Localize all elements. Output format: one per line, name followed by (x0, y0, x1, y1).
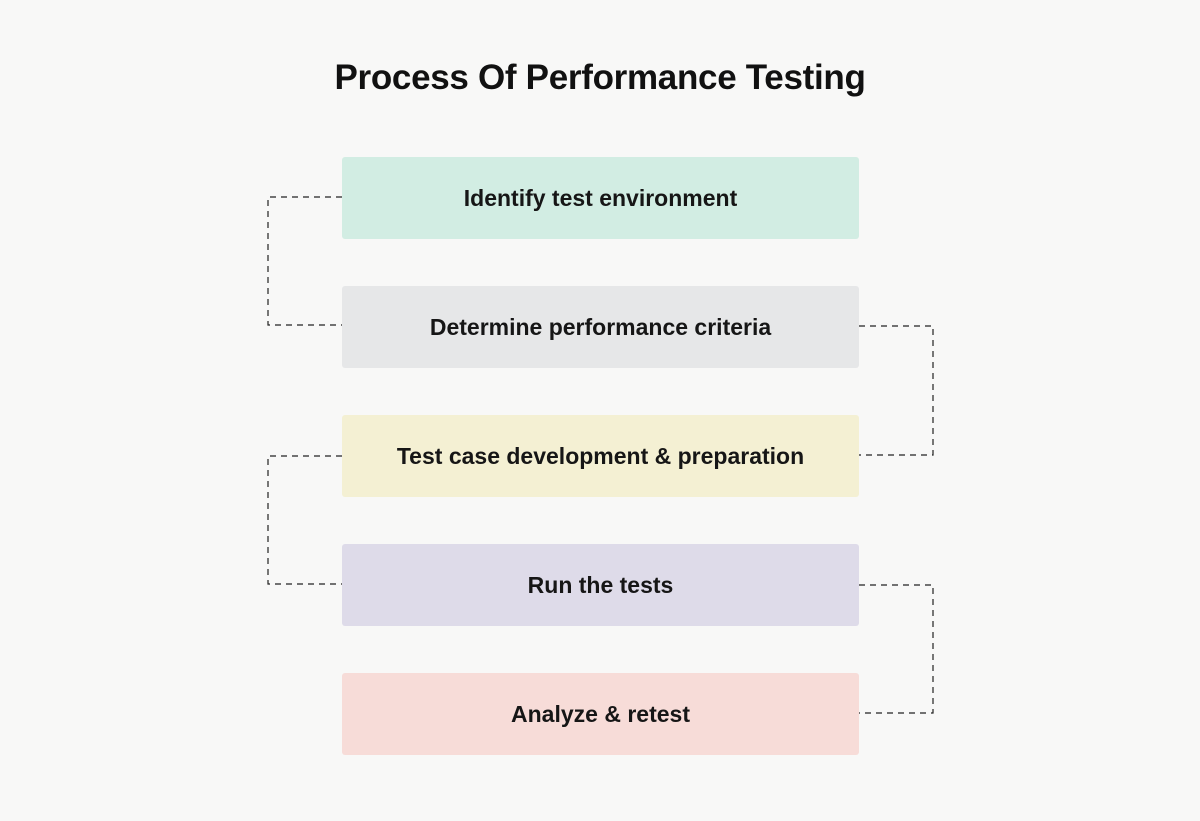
step-label: Run the tests (527, 571, 674, 598)
connector-1-2 (267, 196, 342, 326)
step-label: Determine performance criteria (429, 313, 772, 340)
step-label: Identify test environment (463, 184, 738, 211)
step-run-the-tests: Run the tests (342, 544, 859, 626)
connector-4-5 (859, 584, 934, 714)
step-identify-test-environment: Identify test environment (342, 157, 859, 239)
step-label: Test case development & preparation (396, 442, 805, 469)
diagram-title: Process Of Performance Testing (334, 58, 866, 97)
connector-3-4 (267, 455, 342, 585)
connector-2-3 (859, 325, 934, 456)
step-label: Analyze & retest (511, 700, 690, 727)
step-determine-performance-criteria: Determine performance criteria (342, 286, 859, 368)
step-analyze-retest: Analyze & retest (342, 673, 859, 755)
step-test-case-development: Test case development & preparation (342, 415, 859, 497)
